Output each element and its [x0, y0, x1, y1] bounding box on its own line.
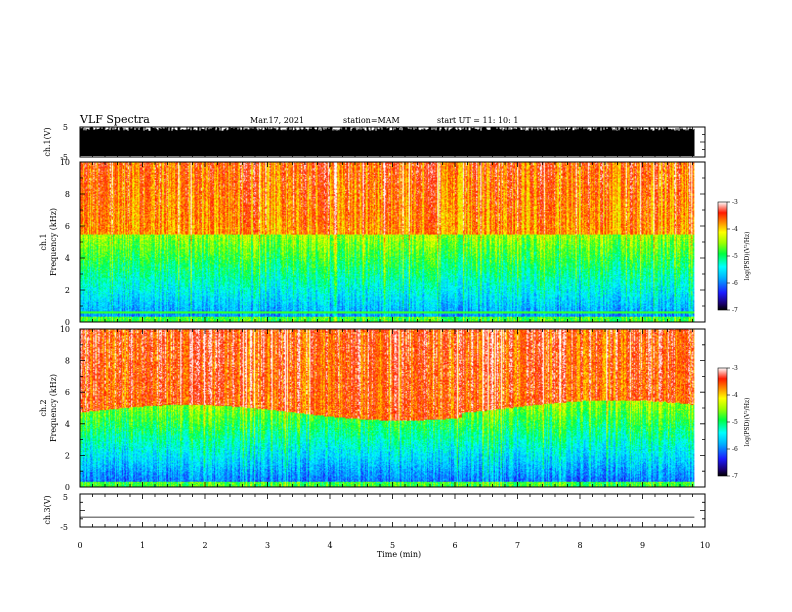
- x-tick-label: 4: [327, 541, 332, 550]
- ytick-label: 8: [65, 357, 70, 366]
- x-axis-ticks: [79, 494, 706, 527]
- colorbar-tick-label: -7: [732, 473, 738, 480]
- ch2-spectrogram-ylabel-line1: ch.2: [39, 399, 48, 416]
- ch1-waveform-line: [80, 127, 695, 156]
- ch2-spectrogram-image: [80, 329, 695, 487]
- x-tick-label: 7: [515, 541, 520, 550]
- start-ut-label: start UT = 11: 10: 1: [437, 116, 518, 125]
- x-tick-label: 2: [202, 541, 207, 550]
- figure-title: VLF Spectra: [79, 113, 150, 126]
- colorbar-tick-label: -3: [732, 199, 738, 206]
- ch1-spectrogram-image: [80, 162, 695, 322]
- ch3-ytick-bottom: -5: [60, 523, 68, 532]
- colorbar-tick-label: -5: [732, 253, 738, 260]
- x-tick-label: 8: [577, 541, 582, 550]
- ch1-colorbar: [717, 201, 728, 311]
- colorbar-tick-label: -3: [732, 365, 738, 372]
- ch3-ytick-top: 5: [63, 493, 68, 502]
- date-label: Mar.17, 2021: [250, 116, 304, 125]
- y-axis-ticks: [80, 161, 705, 323]
- colorbar-tick-label: -4: [732, 392, 738, 399]
- ch1-ytick-top: 5: [63, 123, 68, 132]
- colorbar-tick-label: -6: [732, 446, 738, 453]
- ch1-waveform-trace: [80, 127, 695, 156]
- ytick-label: 8: [65, 190, 70, 199]
- ytick-label: 10: [60, 325, 70, 334]
- colorbar-tick-label: -6: [732, 280, 738, 287]
- ytick-label: 0: [65, 483, 70, 492]
- ch1-waveform-ylabel: ch.1(V): [43, 127, 52, 156]
- ch3-waveform-ylabel: ch.3(V): [43, 495, 52, 524]
- ytick-label: 6: [65, 222, 70, 231]
- x-axis-ticks: [79, 329, 706, 487]
- x-tick-label: 10: [700, 541, 710, 550]
- ch1-ytick-bottom: -5: [60, 153, 68, 162]
- ch1-colorbar-label: log(PSD)(V²/Hz): [744, 232, 751, 281]
- x-tick-label: 0: [77, 541, 82, 550]
- spectrogram-raster: [80, 162, 695, 322]
- ch2-colorbar: [717, 367, 728, 477]
- x-axis-ticks: [79, 127, 706, 157]
- x-axis-tick-labels: 0 1 2 3 4 5 6 7 8 9 10: [77, 541, 710, 550]
- station-label: station=MAM: [343, 116, 400, 125]
- y-axis-ticks: [80, 328, 705, 488]
- waveform-y-ticks: [80, 126, 705, 158]
- ch2-colorbar-label: log(PSD)(V²/Hz): [744, 398, 751, 447]
- ytick-label: 0: [65, 318, 70, 327]
- waveform-y-ticks: [80, 493, 705, 528]
- x-tick-label: 5: [390, 541, 395, 550]
- x-axis-ticks: [79, 162, 706, 322]
- ytick-label: 2: [65, 286, 70, 295]
- ch3-waveform-panel: 5 -5 ch.3(V): [43, 493, 706, 532]
- ytick-label: 6: [65, 388, 70, 397]
- ch1-waveform-panel: 5 -5 ch.1(V): [43, 123, 706, 162]
- ytick-label: 4: [65, 420, 70, 429]
- ch2-spectrogram-ylabel-line2: Frequency (kHz): [49, 374, 58, 442]
- ytick-label: 2: [65, 451, 70, 460]
- ytick-label: 10: [60, 158, 70, 167]
- x-tick-label: 9: [640, 541, 645, 550]
- colorbar-tick-label: -5: [732, 419, 738, 426]
- x-tick-label: 3: [265, 541, 270, 550]
- x-axis-label: Time (min): [377, 550, 421, 559]
- ch1-spectrogram-ylabel-line2: Frequency (kHz): [49, 208, 58, 276]
- spectrogram-raster: [80, 329, 695, 487]
- colorbar-tick-label: -7: [732, 307, 738, 314]
- x-tick-label: 6: [452, 541, 457, 550]
- x-tick-label: 1: [140, 541, 145, 550]
- ytick-label: 4: [65, 254, 70, 263]
- ch1-spectrogram-ylabel-line1: ch.1: [39, 233, 48, 250]
- colorbar-tick-label: -4: [732, 226, 738, 233]
